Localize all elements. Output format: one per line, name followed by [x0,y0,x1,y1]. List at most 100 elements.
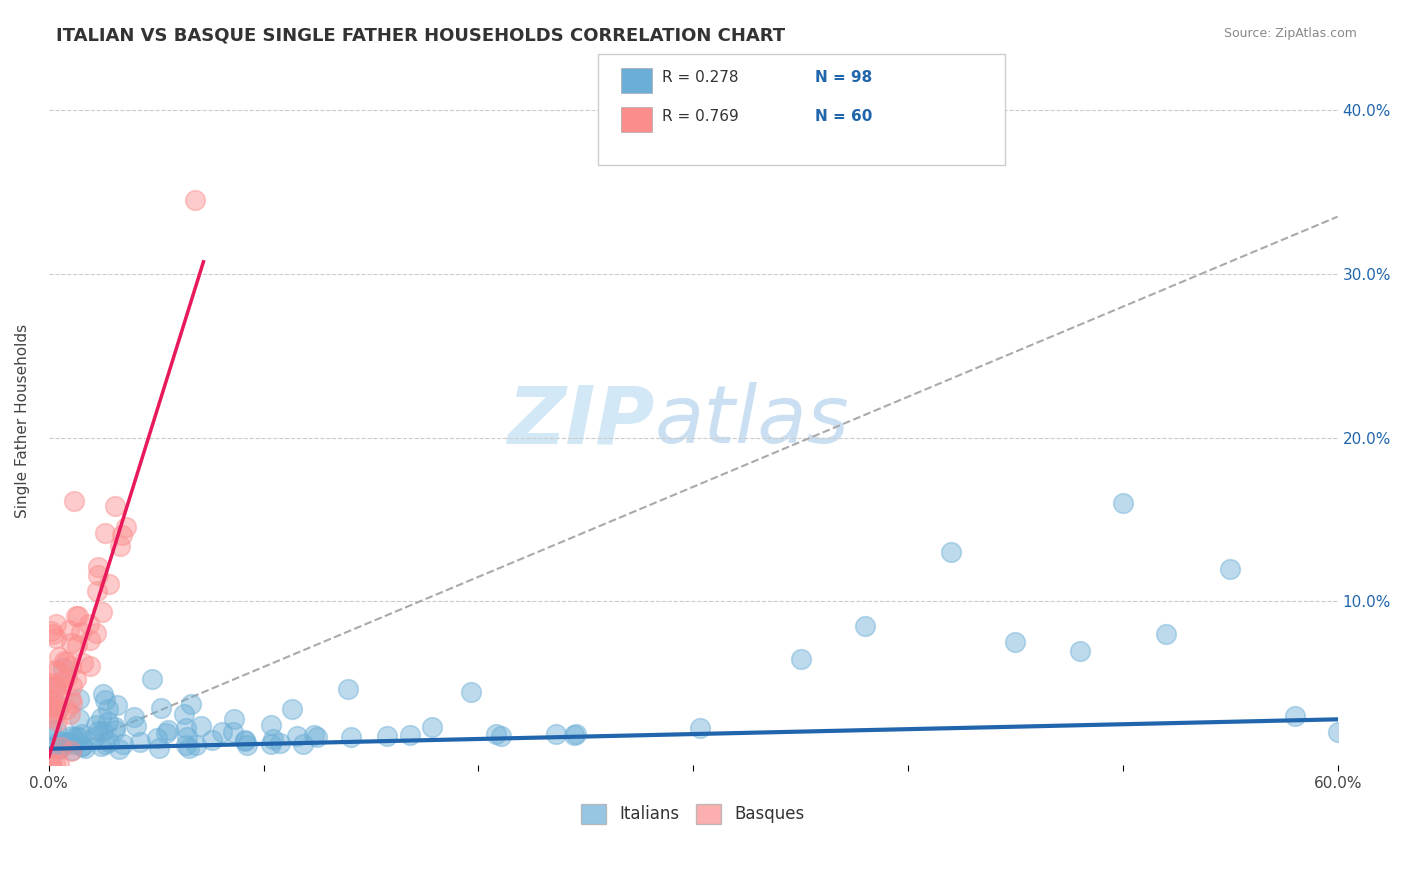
Point [60,696,83,710]
Point [122,710,145,724]
Point [69,731,91,745]
Point [149,701,172,715]
Point [63,731,86,745]
Point [1004,635,1026,649]
Point [70,739,93,753]
Point [291,737,314,751]
Y-axis label: Single Father Households: Single Father Households [15,325,30,518]
Point [49,741,72,756]
Point [174,721,197,735]
Point [485,726,508,740]
Point [190,719,212,733]
Point [49,739,72,754]
Point [42,627,65,641]
Point [87,560,110,574]
Point [52,654,75,668]
Point [285,730,308,744]
Point [39,756,62,771]
Point [72,656,94,670]
Point [49,737,72,751]
Point [260,738,283,752]
Point [53,737,76,751]
Point [48,742,70,756]
Point [174,738,197,752]
Point [65,673,87,687]
Point [789,652,811,666]
Text: atlas: atlas [655,383,849,460]
Point [93,687,115,701]
Point [63,737,86,751]
Point [45,664,67,678]
Point [79,632,101,647]
Point [222,712,245,726]
Point [39,698,62,713]
Point [420,720,443,734]
Point [44,663,66,677]
Point [180,697,202,711]
Point [184,738,207,752]
Point [201,733,224,747]
Point [86,568,108,582]
Point [79,617,101,632]
Point [42,710,65,724]
Point [87,723,110,738]
Point [45,617,67,632]
Point [94,692,117,706]
Point [235,733,257,747]
Point [90,711,112,725]
Point [235,739,257,753]
Text: N = 98: N = 98 [815,70,873,85]
Point [56,702,79,716]
Point [108,742,131,756]
Point [67,609,90,624]
Point [269,736,291,750]
Point [86,718,108,732]
Point [211,725,233,739]
Point [125,718,148,732]
Point [148,741,170,756]
Text: ZIP: ZIP [508,383,655,460]
Point [155,726,177,740]
Point [59,707,82,722]
Point [460,685,482,699]
Point [302,728,325,742]
Point [63,494,86,508]
Point [89,739,111,754]
Point [491,729,513,743]
Point [60,679,83,693]
Point [55,655,77,669]
Point [67,712,90,726]
Point [60,691,83,706]
Point [1284,709,1306,723]
Point [56,670,79,684]
Point [97,715,120,730]
Point [39,676,62,690]
Point [1112,496,1135,510]
Point [129,735,152,749]
Point [48,734,70,748]
Point [41,699,63,714]
Point [73,740,96,755]
Point [41,693,63,707]
Point [90,605,112,619]
Point [44,678,66,692]
Point [60,729,83,743]
Point [262,731,284,746]
Point [336,681,359,696]
Point [44,756,66,771]
Point [115,520,138,534]
Point [58,623,80,637]
Point [108,539,131,553]
Point [562,728,585,742]
Point [98,577,121,591]
Point [48,679,70,693]
Point [48,701,70,715]
Point [65,608,87,623]
Point [1154,627,1177,641]
Point [141,672,163,686]
Point [39,698,62,712]
Point [564,727,586,741]
Point [146,731,169,745]
Point [111,738,134,752]
Point [66,730,89,744]
